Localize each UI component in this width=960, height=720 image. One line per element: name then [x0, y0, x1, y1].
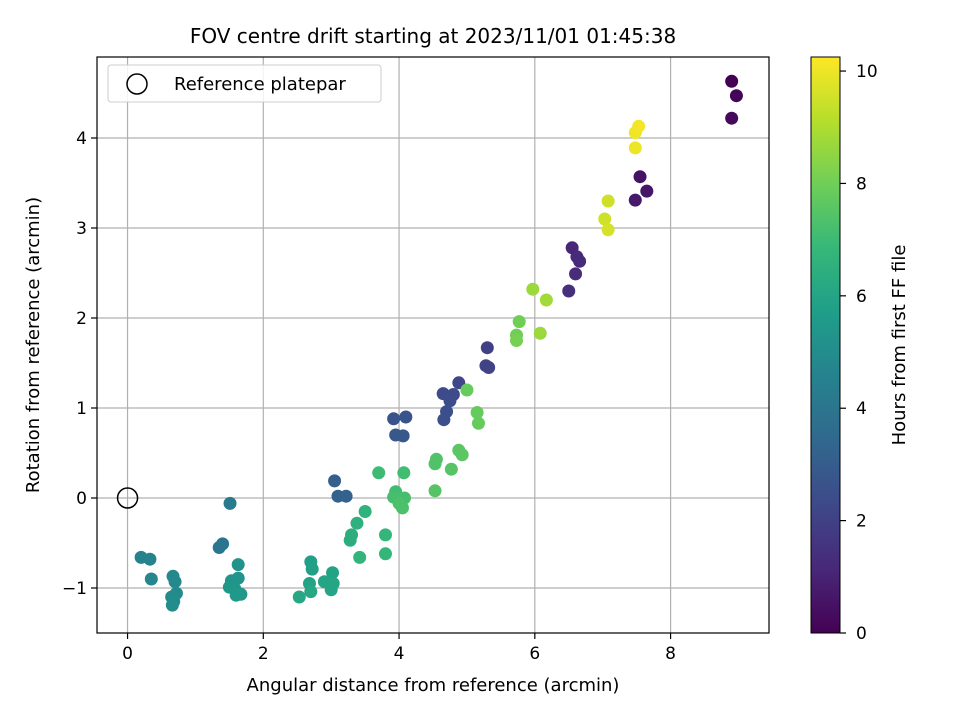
- data-point: [598, 212, 612, 226]
- data-point: [234, 587, 248, 601]
- data-point: [632, 119, 646, 133]
- data-point: [640, 184, 654, 198]
- data-point: [304, 585, 318, 599]
- data-point: [378, 547, 392, 561]
- data-point: [144, 572, 158, 586]
- colorbar-ticks: 0 2 4 6 8 10: [840, 62, 878, 644]
- data-point: [562, 284, 576, 298]
- data-point: [429, 452, 443, 466]
- data-point: [328, 474, 342, 488]
- data-point: [305, 562, 319, 576]
- colorbar-tick-label: 4: [856, 399, 867, 419]
- y-tick-label: 3: [76, 219, 87, 239]
- x-axis-label: Angular distance from reference (arcmin): [247, 675, 620, 696]
- data-point: [573, 254, 587, 268]
- colorbar-gradient: [810, 56, 841, 634]
- data-point: [396, 429, 410, 443]
- colorbar-tick-label: 8: [856, 174, 867, 194]
- data-point: [343, 533, 357, 547]
- legend-label: Reference platepar: [174, 74, 346, 95]
- data-point: [533, 326, 547, 340]
- data-point: [509, 334, 523, 347]
- data-point: [165, 598, 179, 612]
- data-point: [387, 412, 401, 426]
- data-point: [628, 193, 642, 207]
- data-point: [358, 505, 372, 518]
- data-point: [399, 410, 413, 424]
- legend-marker-icon: [126, 73, 148, 95]
- data-point: [292, 590, 306, 604]
- grid-lines: [97, 57, 769, 633]
- data-point: [437, 413, 451, 427]
- legend: Reference platepar: [107, 64, 382, 103]
- y-tick-label: 4: [76, 129, 87, 149]
- y-axis-label: Rotation from reference (arcmin): [23, 197, 44, 493]
- data-point: [231, 558, 245, 572]
- data-point: [395, 501, 409, 515]
- data-point: [231, 571, 245, 585]
- x-tick-label: 6: [529, 644, 540, 664]
- legend-box: [107, 64, 382, 103]
- data-point: [470, 406, 484, 419]
- data-point: [428, 484, 442, 498]
- data-point: [725, 74, 739, 88]
- data-point: [223, 496, 237, 510]
- data-point: [512, 315, 526, 329]
- data-point: [482, 361, 496, 374]
- colorbar: 0 2 4 6 8 10 Hours from first FF file: [810, 56, 910, 644]
- data-point: [455, 448, 469, 462]
- data-point: [471, 416, 485, 430]
- data-point: [729, 89, 743, 103]
- colorbar-tick-label: 10: [856, 62, 878, 82]
- data-point: [353, 550, 367, 564]
- data-points: [134, 74, 743, 612]
- data-point: [601, 223, 615, 237]
- y-axis-ticks: −1 0 1 2 3 4: [62, 129, 97, 599]
- data-point: [443, 394, 457, 408]
- data-point: [372, 466, 386, 480]
- plot-area-frame: [96, 56, 770, 634]
- x-tick-label: 2: [258, 644, 269, 664]
- data-point: [526, 282, 540, 296]
- colorbar-tick-label: 6: [856, 287, 867, 307]
- colorbar-tick-label: 2: [856, 512, 867, 532]
- data-point: [397, 466, 411, 480]
- data-point: [628, 141, 642, 155]
- reference-platepar-marker: [116, 487, 139, 509]
- data-point: [725, 111, 739, 125]
- data-point: [378, 528, 392, 542]
- data-point: [143, 552, 157, 566]
- data-point: [216, 537, 230, 551]
- x-tick-label: 4: [394, 644, 405, 664]
- chart-title: FOV centre drift starting at 2023/11/01 …: [190, 24, 676, 48]
- data-point: [168, 575, 182, 589]
- y-tick-label: 1: [76, 399, 87, 419]
- y-tick-label: 0: [76, 489, 87, 509]
- data-point: [460, 383, 474, 397]
- data-point: [444, 462, 458, 476]
- colorbar-tick-label: 0: [856, 624, 867, 644]
- data-point: [326, 566, 340, 580]
- x-axis-ticks: 0 2 4 6 8: [122, 633, 676, 664]
- x-tick-label: 8: [665, 644, 676, 664]
- data-point: [633, 170, 647, 184]
- colorbar-label: Hours from first FF file: [889, 245, 910, 446]
- data-point: [539, 293, 553, 307]
- data-point: [480, 341, 494, 355]
- data-point: [569, 267, 583, 281]
- data-point: [324, 583, 338, 597]
- data-point: [350, 516, 364, 530]
- x-tick-label: 0: [122, 644, 133, 664]
- data-point: [601, 194, 615, 208]
- y-tick-label: 2: [76, 309, 87, 329]
- data-point: [339, 489, 353, 503]
- y-tick-label: −1: [62, 579, 87, 599]
